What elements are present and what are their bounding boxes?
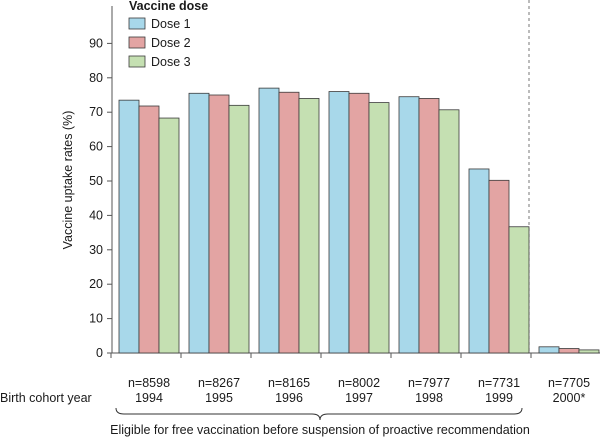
bar-dose-3-1997 (368, 102, 390, 354)
legend-swatch (128, 17, 146, 30)
bars-group (118, 87, 600, 354)
bar-dose-1-1996 (258, 87, 280, 354)
bar-dose-1-1994 (118, 99, 140, 354)
y-tick-label: 20 (89, 277, 103, 291)
bracket-label: Eligible for free vaccination before sus… (110, 423, 530, 437)
bar-dose-2-1995 (208, 94, 230, 354)
bar-dose-2-1998 (418, 98, 440, 354)
category-n-label: n=8267 (198, 376, 240, 390)
bar-dose-3-2000 (578, 349, 600, 354)
category-year-label: 1995 (205, 391, 233, 405)
legend: Vaccine dose Dose 1 Dose 2 Dose 3 (128, 0, 208, 69)
bar-dose-2-2000 (558, 348, 580, 354)
category-n-label: n=8002 (338, 376, 380, 390)
bar-dose-2-1997 (348, 92, 370, 354)
category-year-label: 1996 (275, 391, 303, 405)
category-year-label: 1998 (415, 391, 443, 405)
category-year-label: 2000* (553, 391, 586, 405)
legend-swatch (128, 36, 146, 49)
y-tick-label: 40 (89, 208, 103, 222)
bar-dose-1-1999 (468, 168, 490, 354)
legend-label: Dose 1 (151, 17, 191, 31)
axes-group: 0 10 20 30 40 50 60 70 80 90 (89, 0, 600, 360)
bar-dose-3-1996 (298, 98, 320, 354)
category-n-label: n=8598 (128, 376, 170, 390)
bar-dose-2-1999 (488, 179, 510, 354)
bar-dose-1-2000 (538, 346, 560, 354)
category-n-label: n=8165 (268, 376, 310, 390)
x-axis-label: Birth cohort year (0, 391, 92, 405)
y-axis-label: Vaccine uptake rates (%) (61, 111, 75, 250)
category-year-label: 1999 (485, 391, 513, 405)
y-tick-label: 70 (89, 105, 103, 119)
bar-dose-1-1995 (188, 92, 210, 354)
y-tick-label: 0 (96, 346, 103, 360)
bar-dose-3-1999 (508, 226, 530, 354)
legend-label: Dose 3 (151, 55, 191, 69)
category-year-label: 1997 (345, 391, 373, 405)
legend-label: Dose 2 (151, 36, 191, 50)
y-tick-label: 30 (89, 243, 103, 257)
bar-dose-2-1996 (278, 91, 300, 354)
y-tick-label: 50 (89, 174, 103, 188)
bar-dose-3-1998 (438, 109, 460, 354)
y-tick-label: 10 (89, 312, 103, 326)
y-tick-label: 90 (89, 36, 103, 50)
bar-dose-3-1994 (158, 117, 180, 354)
y-tick-label: 60 (89, 140, 103, 154)
bar-dose-1-1997 (328, 91, 350, 354)
category-n-label: n=7977 (408, 376, 450, 390)
bar-dose-2-1994 (138, 105, 160, 354)
category-n-label: n=7705 (548, 376, 590, 390)
cohort-bracket (115, 407, 523, 421)
category-n-label: n=7731 (478, 376, 520, 390)
legend-title: Vaccine dose (129, 0, 208, 13)
legend-swatch (128, 55, 146, 68)
bar-dose-1-1998 (398, 96, 420, 354)
y-tick-label: 80 (89, 71, 103, 85)
category-year-label: 1994 (135, 391, 163, 405)
bar-dose-3-1995 (228, 104, 250, 354)
